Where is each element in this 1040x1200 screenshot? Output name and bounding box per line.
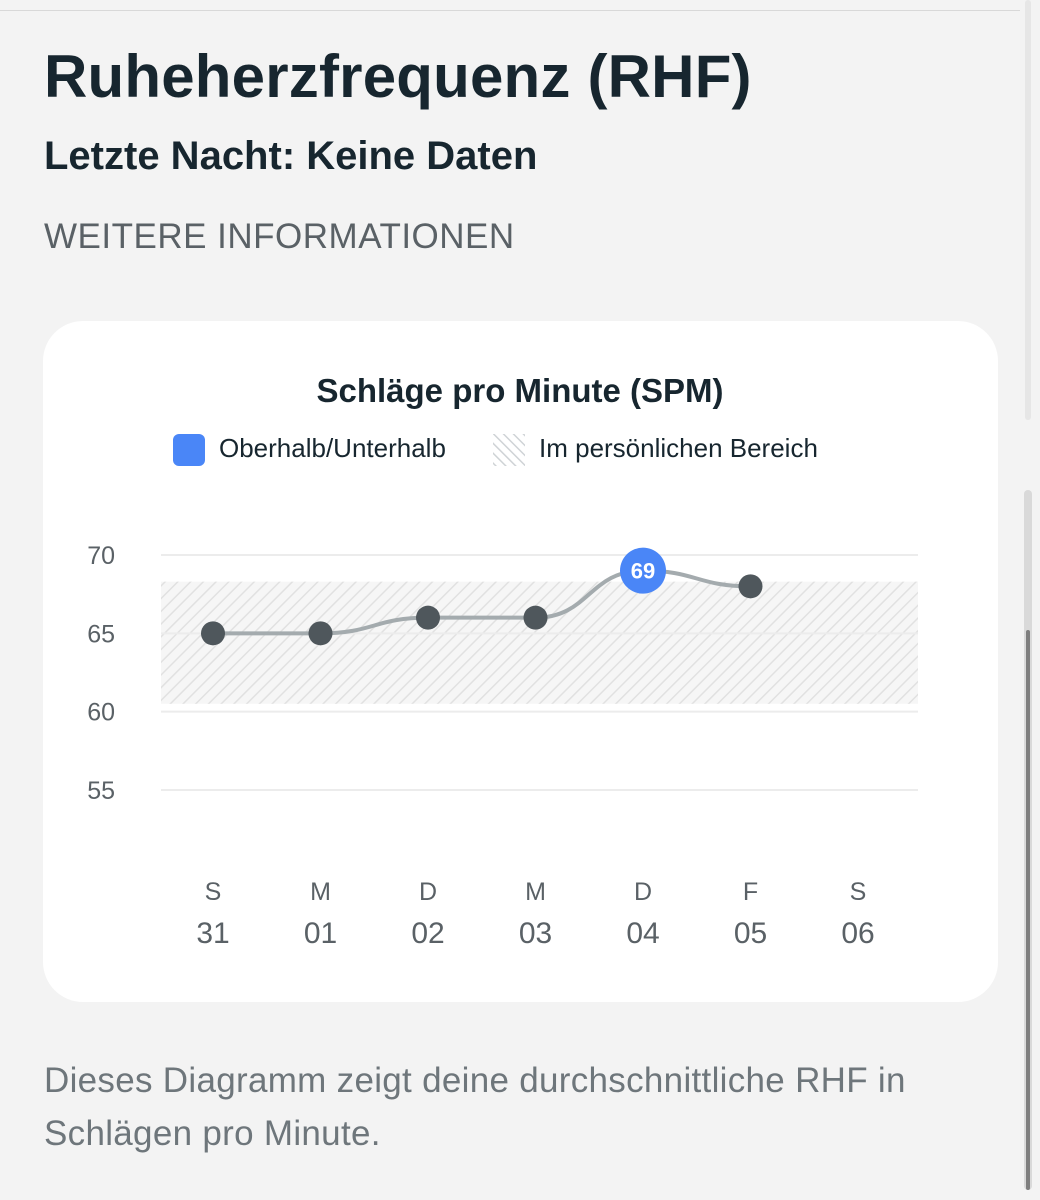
x-tick-day-label: F xyxy=(743,878,758,906)
highlighted-point-label: 69 xyxy=(631,559,655,584)
scrollbar-thumb-indicator[interactable] xyxy=(1026,630,1030,1190)
top-divider xyxy=(0,10,1020,11)
chart-legend: Oberhalb/Unterhalb Im persönlichen Berei… xyxy=(173,433,818,466)
x-tick-date-label: 02 xyxy=(411,917,444,950)
legend-swatch-personal-range xyxy=(493,434,525,466)
rhf-chart: Schläge pro Minute (SPM) Oberhalb/Unterh… xyxy=(87,372,918,950)
x-tick-date-label: 05 xyxy=(734,917,767,950)
x-tick-date-label: 01 xyxy=(304,917,337,950)
x-tick-day-label: D xyxy=(634,878,652,906)
highlighted-point xyxy=(620,547,666,594)
data-point xyxy=(523,605,548,630)
y-tick-label: 55 xyxy=(87,777,115,805)
scrollbar-track[interactable] xyxy=(1025,0,1031,420)
page-title: Ruheherzfrequenz (RHF) xyxy=(44,43,752,110)
chart-description: Dieses Diagramm zeigt deine durchschnitt… xyxy=(44,1061,906,1153)
more-info-link[interactable]: WEITERE INFORMATIONEN xyxy=(44,217,515,256)
x-tick-day-label: M xyxy=(310,878,331,906)
last-night-status: Letzte Nacht: Keine Daten xyxy=(44,134,538,178)
data-point xyxy=(738,574,763,599)
x-tick-date-label: 06 xyxy=(841,917,874,950)
x-tick-day-label: S xyxy=(850,878,867,906)
x-tick-day-label: S xyxy=(205,878,222,906)
x-tick-day-label: D xyxy=(419,878,437,906)
y-tick-label: 65 xyxy=(87,620,115,648)
x-tick-date-label: 04 xyxy=(626,917,659,950)
data-point xyxy=(201,621,225,646)
legend-swatch-outside-range xyxy=(173,434,205,466)
data-point xyxy=(416,605,440,630)
legend-label-outside-range: Oberhalb/Unterhalb xyxy=(219,433,446,463)
chart-card: Schläge pro Minute (SPM) Oberhalb/Unterh… xyxy=(43,321,998,1002)
chart-title: Schläge pro Minute (SPM) xyxy=(316,372,723,409)
x-tick-day-label: M xyxy=(525,878,546,906)
y-tick-label: 70 xyxy=(87,542,115,570)
personal-range-band xyxy=(161,581,918,704)
x-tick-date-label: 03 xyxy=(519,917,552,950)
data-point xyxy=(308,621,333,646)
x-tick-date-label: 31 xyxy=(196,917,229,950)
y-tick-label: 60 xyxy=(87,699,115,727)
legend-label-personal-range: Im persönlichen Bereich xyxy=(539,433,818,463)
